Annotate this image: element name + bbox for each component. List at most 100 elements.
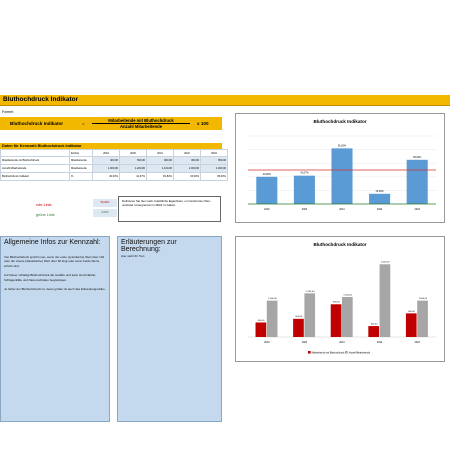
formula-box: Bluthochdruck Indikator = Mitarbeitende … — [0, 117, 222, 130]
legend-swatch — [308, 351, 311, 354]
formula-denominator: Anzahl Mitarbeitende — [119, 124, 163, 129]
data-label: 65,00% — [413, 156, 422, 159]
bar — [293, 175, 315, 204]
bar — [417, 300, 428, 337]
data-section-title: Daten für Kennzahl Bluthochdruck Indikat… — [2, 143, 82, 148]
formula-equals: = — [82, 120, 85, 126]
info-kennzahl-box: Allgemeine Infos zur Kennzahl: Von Bluth… — [0, 236, 110, 422]
table-header-cell: 2021 — [146, 149, 174, 157]
table-row-name: Anzahl Mitarbeitende — [0, 164, 70, 173]
table-row-unit: Mitarbeitende — [69, 156, 93, 165]
table-header-row: Einheit 2019 2020 2021 2022 2023 — [0, 149, 228, 157]
bar — [368, 326, 379, 337]
table-cell[interactable]: 1.100,00 — [146, 164, 174, 173]
x-tick-label: 2021 — [339, 341, 345, 344]
green-line-label: grüne Linie — [36, 213, 55, 217]
table-row-unit: % — [69, 172, 93, 181]
chart-title: Bluthochdruck Indikator — [313, 242, 366, 247]
x-tick-label: 2023 — [415, 341, 421, 344]
x-tick-label: 2022 — [377, 341, 383, 344]
formula-label: Bluthochdruck Indikator — [10, 120, 64, 126]
data-label: 40,00% — [263, 173, 272, 176]
data-label: 81,82% — [338, 144, 347, 147]
page-title-bar: Bluthochdruck Indikator — [0, 95, 450, 106]
table-cell[interactable]: 650,00 — [200, 156, 228, 165]
green-line-value[interactable]: 0,00% — [93, 209, 117, 217]
data-label: 650,00 — [408, 311, 415, 313]
bar — [330, 304, 342, 337]
table-header-cell — [0, 149, 70, 157]
table-header-cell: 2022 — [173, 149, 201, 157]
bar — [406, 159, 428, 204]
table-header-cell: 2023 — [200, 149, 228, 157]
table-row-name: Mitarbeitende mit Bluthochdruck — [0, 156, 70, 165]
table-row-name: Bluthochdruck Indikator — [0, 172, 70, 181]
data-label: 15,00% — [376, 190, 385, 193]
info-berechnung-box: Erläuterungen zur Berechnung: Hier steht… — [117, 236, 222, 422]
table-row-unit: Mitarbeitende — [69, 164, 93, 173]
data-label: 400,00 — [258, 320, 265, 322]
chart-title: Bluthochdruck Indikator — [313, 119, 366, 124]
red-line-value[interactable]: 50,00% — [93, 199, 117, 207]
data-section-header: Daten für Kennzahl Bluthochdruck Indikat… — [0, 143, 222, 149]
x-tick-label: 2019 — [264, 341, 270, 344]
data-label: 500,00 — [295, 316, 302, 318]
red-line-label: rote Linie — [36, 203, 52, 207]
table-header-cell: 2020 — [119, 149, 147, 157]
table-cell: 41,67% — [119, 172, 147, 181]
table-cell[interactable]: 900,00 — [146, 156, 174, 165]
legend-label: Mitarbeitende mit Bluthochdruck — [312, 351, 346, 354]
chart-indicator: Bluthochdruck Indikator 40,00% 2019 41,67% 2… — [235, 113, 445, 223]
bar — [266, 300, 278, 337]
info-berechnung-text[interactable]: Hier steht Ihr Text — [121, 254, 145, 258]
bar — [293, 318, 304, 337]
x-tick-label: 2020 — [302, 208, 308, 211]
data-label: 1.000,00 — [268, 298, 277, 300]
x-tick-label: 2019 — [264, 208, 270, 211]
x-tick-label: 2022 — [377, 208, 383, 211]
x-tick-label: 2023 — [415, 208, 421, 211]
chart-employees-svg: Bluthochdruck Indikator 400,00 1.000,00 201… — [248, 242, 436, 354]
table-cell: 15,00% — [173, 172, 201, 181]
data-label: 900,00 — [333, 302, 340, 304]
table-row: Anzahl Mitarbeitende Mitarbeitende 1.000… — [0, 164, 228, 173]
bar — [331, 148, 353, 204]
limit-note: Definieren Sie hier nach zusätzliche Eig… — [118, 196, 221, 222]
bar — [379, 264, 391, 337]
info-kennzahl-paragraph: Von Bluthochdruck spricht man, wenn der … — [4, 255, 105, 268]
bar — [405, 313, 417, 337]
legend-swatch — [345, 351, 348, 354]
formula-numerator: Mitarbeitende mit Bluthochdruck — [92, 118, 190, 124]
data-label: 300,00 — [371, 323, 378, 325]
data-label: 41,67% — [300, 172, 309, 175]
table-row: Bluthochdruck Indikator % 40,00% 41,67% … — [0, 172, 228, 181]
table-cell[interactable]: 400,00 — [92, 156, 120, 165]
x-tick-label: 2021 — [339, 208, 345, 211]
bar — [255, 322, 267, 337]
table-cell[interactable]: 1.000,00 — [200, 164, 228, 173]
table-cell[interactable]: 300,00 — [173, 156, 201, 165]
bar — [342, 297, 353, 337]
table-row: Mitarbeitende mit Bluthochdruck Mitarbei… — [0, 156, 228, 165]
table-cell[interactable]: 500,00 — [119, 156, 147, 165]
table-cell[interactable]: 1.000,00 — [92, 164, 120, 173]
bar — [304, 293, 316, 337]
table-cell: 65,00% — [200, 172, 228, 181]
chart-employees: Bluthochdruck Indikator 400,00 1.000,00 201… — [235, 236, 445, 362]
data-label: 1.100,00 — [343, 294, 352, 296]
chart-indicator-svg: Bluthochdruck Indikator 40,00% 2019 41,67% 2… — [248, 119, 436, 211]
table-header-cell: 2019 — [92, 149, 120, 157]
x-tick-label: 2020 — [302, 341, 308, 344]
info-kennzahl-paragraph: Je höher der Bluthochdruck ist, desto gr… — [4, 287, 106, 292]
bar — [369, 193, 391, 204]
table-cell: 40,00% — [92, 172, 120, 181]
data-label: 2.000,00 — [381, 262, 390, 264]
data-table: Einheit 2019 2020 2021 2022 2023 Mitarbe… — [0, 149, 228, 181]
info-berechnung-title: Erläuterungen zur Berechnung: — [121, 239, 177, 253]
legend-label: Anzahl Mitarbeitende — [349, 351, 371, 354]
info-kennzahl-title: Allgemeine Infos zur Kennzahl: — [4, 239, 101, 246]
table-header-cell: Einheit — [69, 149, 93, 157]
table-cell[interactable]: 2.000,00 — [173, 164, 201, 173]
table-cell[interactable]: 1.200,00 — [119, 164, 147, 173]
formula-multiplier: x 100 — [197, 120, 209, 126]
